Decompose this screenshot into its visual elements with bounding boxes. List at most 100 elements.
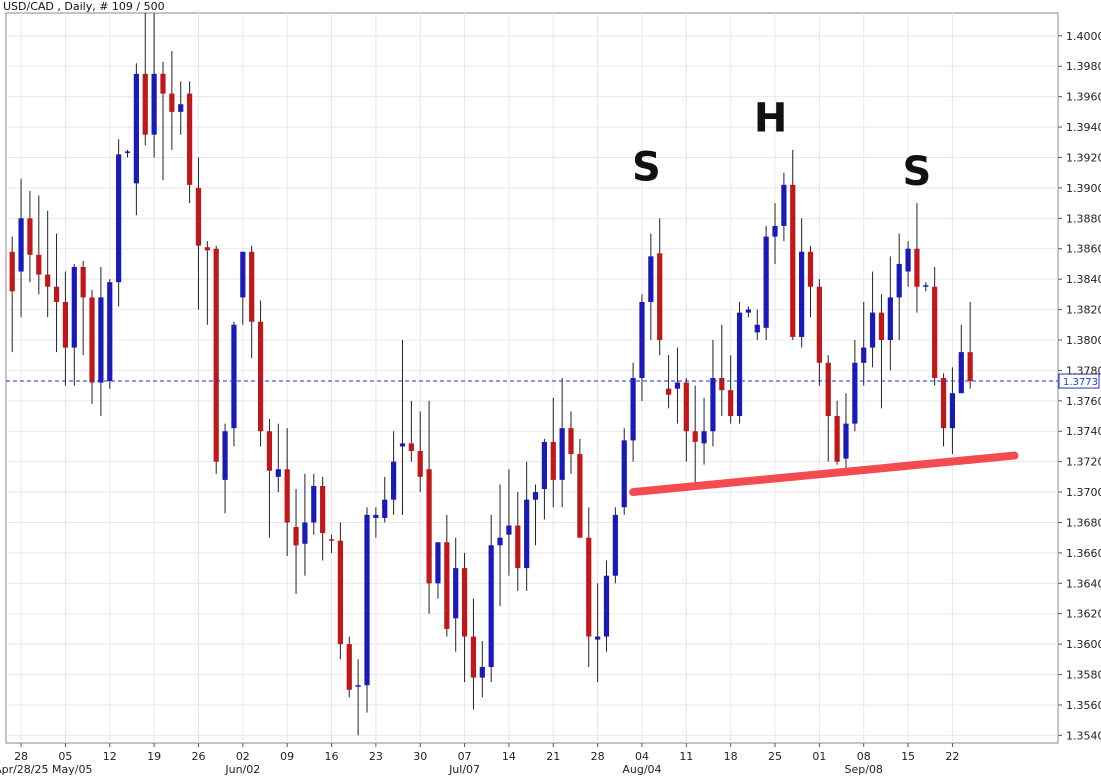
candle (346, 636, 352, 698)
candle (524, 461, 530, 591)
y-tick-label: 1.3560 (1066, 699, 1101, 712)
candle (843, 393, 849, 470)
y-tick-label: 1.3640 (1066, 577, 1101, 590)
candle-series (9, 13, 973, 736)
x-tick-label: 14 (502, 750, 516, 763)
candle-body-up (71, 266, 77, 348)
candle (550, 397, 556, 508)
candle-body-down (692, 431, 698, 442)
candle-body-down (967, 352, 973, 382)
candle (710, 339, 716, 447)
candle-body-down (187, 93, 193, 185)
candle-body-up (843, 423, 849, 459)
candle-body-up (603, 575, 610, 637)
x-tick-label: 26 (191, 750, 205, 763)
candle (249, 245, 255, 359)
candle-body-up (736, 312, 743, 417)
candle-body-up (382, 499, 388, 518)
candle-body-down (62, 301, 69, 348)
candle-body-up (373, 514, 379, 518)
candle-body-down (568, 428, 574, 455)
candle-body-up (674, 382, 681, 389)
candle (337, 522, 343, 660)
candle (151, 13, 157, 158)
candle (231, 321, 237, 447)
candle-body-down (515, 525, 521, 569)
x-tick-label: 01 (812, 750, 826, 763)
candle-body-down (284, 469, 290, 523)
candle-body-down (293, 527, 299, 546)
overlay: 1.3773 S H S (6, 96, 1100, 497)
candle (124, 149, 131, 158)
month-label: Jul/07 (448, 763, 480, 776)
current-price-label: 1.3773 (1063, 377, 1098, 388)
month-label: Sep/08 (845, 763, 883, 776)
candle (568, 411, 574, 474)
candle-body-down (878, 312, 885, 340)
candle-body-up (453, 568, 459, 619)
candle-body-up (532, 492, 539, 500)
y-tick-label: 1.3600 (1066, 638, 1101, 651)
candle (160, 61, 166, 181)
candle (222, 423, 228, 514)
candle-body-up (151, 73, 157, 135)
candle-body-down (249, 251, 255, 322)
candle (302, 473, 308, 576)
y-tick-label: 1.3980 (1066, 60, 1101, 73)
candle (293, 489, 299, 594)
candle (275, 423, 281, 493)
month-label: Jun/02 (224, 763, 260, 776)
candle (958, 324, 964, 394)
y-axis: 1.3540 1.3560 1.3580 1.3600 1.3620 1.3640 1.36… (1058, 30, 1101, 742)
candle (772, 203, 778, 264)
candle (213, 245, 219, 474)
y-tick-label: 1.3960 (1066, 91, 1101, 104)
candle (107, 279, 113, 389)
y-tick-label: 1.4000 (1066, 30, 1101, 43)
candle (98, 266, 104, 417)
candle (479, 641, 485, 698)
candle (399, 339, 406, 515)
candle (453, 537, 459, 652)
candle (36, 195, 42, 295)
candle-body-up (524, 499, 530, 569)
candle (53, 233, 60, 353)
y-tick-label: 1.3700 (1066, 486, 1101, 499)
candle-body-down (816, 286, 822, 363)
candle (630, 362, 636, 462)
y-tick-label: 1.3720 (1066, 456, 1101, 469)
candle-body-down (328, 539, 335, 541)
candle-body-up (178, 104, 184, 112)
candle (80, 260, 86, 356)
candle-body-down (914, 248, 920, 287)
candle (923, 282, 929, 292)
x-tick-label: 09 (280, 750, 294, 763)
candle-body-up (710, 378, 716, 432)
candle-body-up (745, 309, 752, 313)
x-tick-label: 02 (236, 750, 250, 763)
candle (852, 339, 858, 432)
candle-body-down (45, 274, 51, 287)
y-tick-label: 1.3660 (1066, 547, 1101, 560)
candle-body-up (107, 282, 113, 382)
candle-body-up (355, 685, 361, 687)
candle (692, 385, 698, 485)
chart-title: USD/CAD , Daily, # 109 / 500 (3, 0, 165, 13)
candle-body-up (612, 514, 618, 576)
x-tick-label: 05 (58, 750, 72, 763)
candle-body-down (550, 441, 556, 480)
candle-body-down (940, 378, 947, 429)
x-tick-label: 19 (147, 750, 161, 763)
candle-body-down (204, 247, 210, 251)
candle-body-down (719, 378, 725, 391)
candle-body-up (639, 301, 645, 378)
candle-body-up (541, 441, 547, 490)
candle-body-down (417, 451, 423, 477)
y-tick-label: 1.3680 (1066, 516, 1101, 529)
x-tick-label: 23 (369, 750, 383, 763)
candle (364, 507, 370, 713)
candle-body-down (657, 253, 663, 340)
candle (417, 411, 423, 493)
candle-body-up (391, 461, 397, 500)
candle-body-down (89, 297, 95, 383)
